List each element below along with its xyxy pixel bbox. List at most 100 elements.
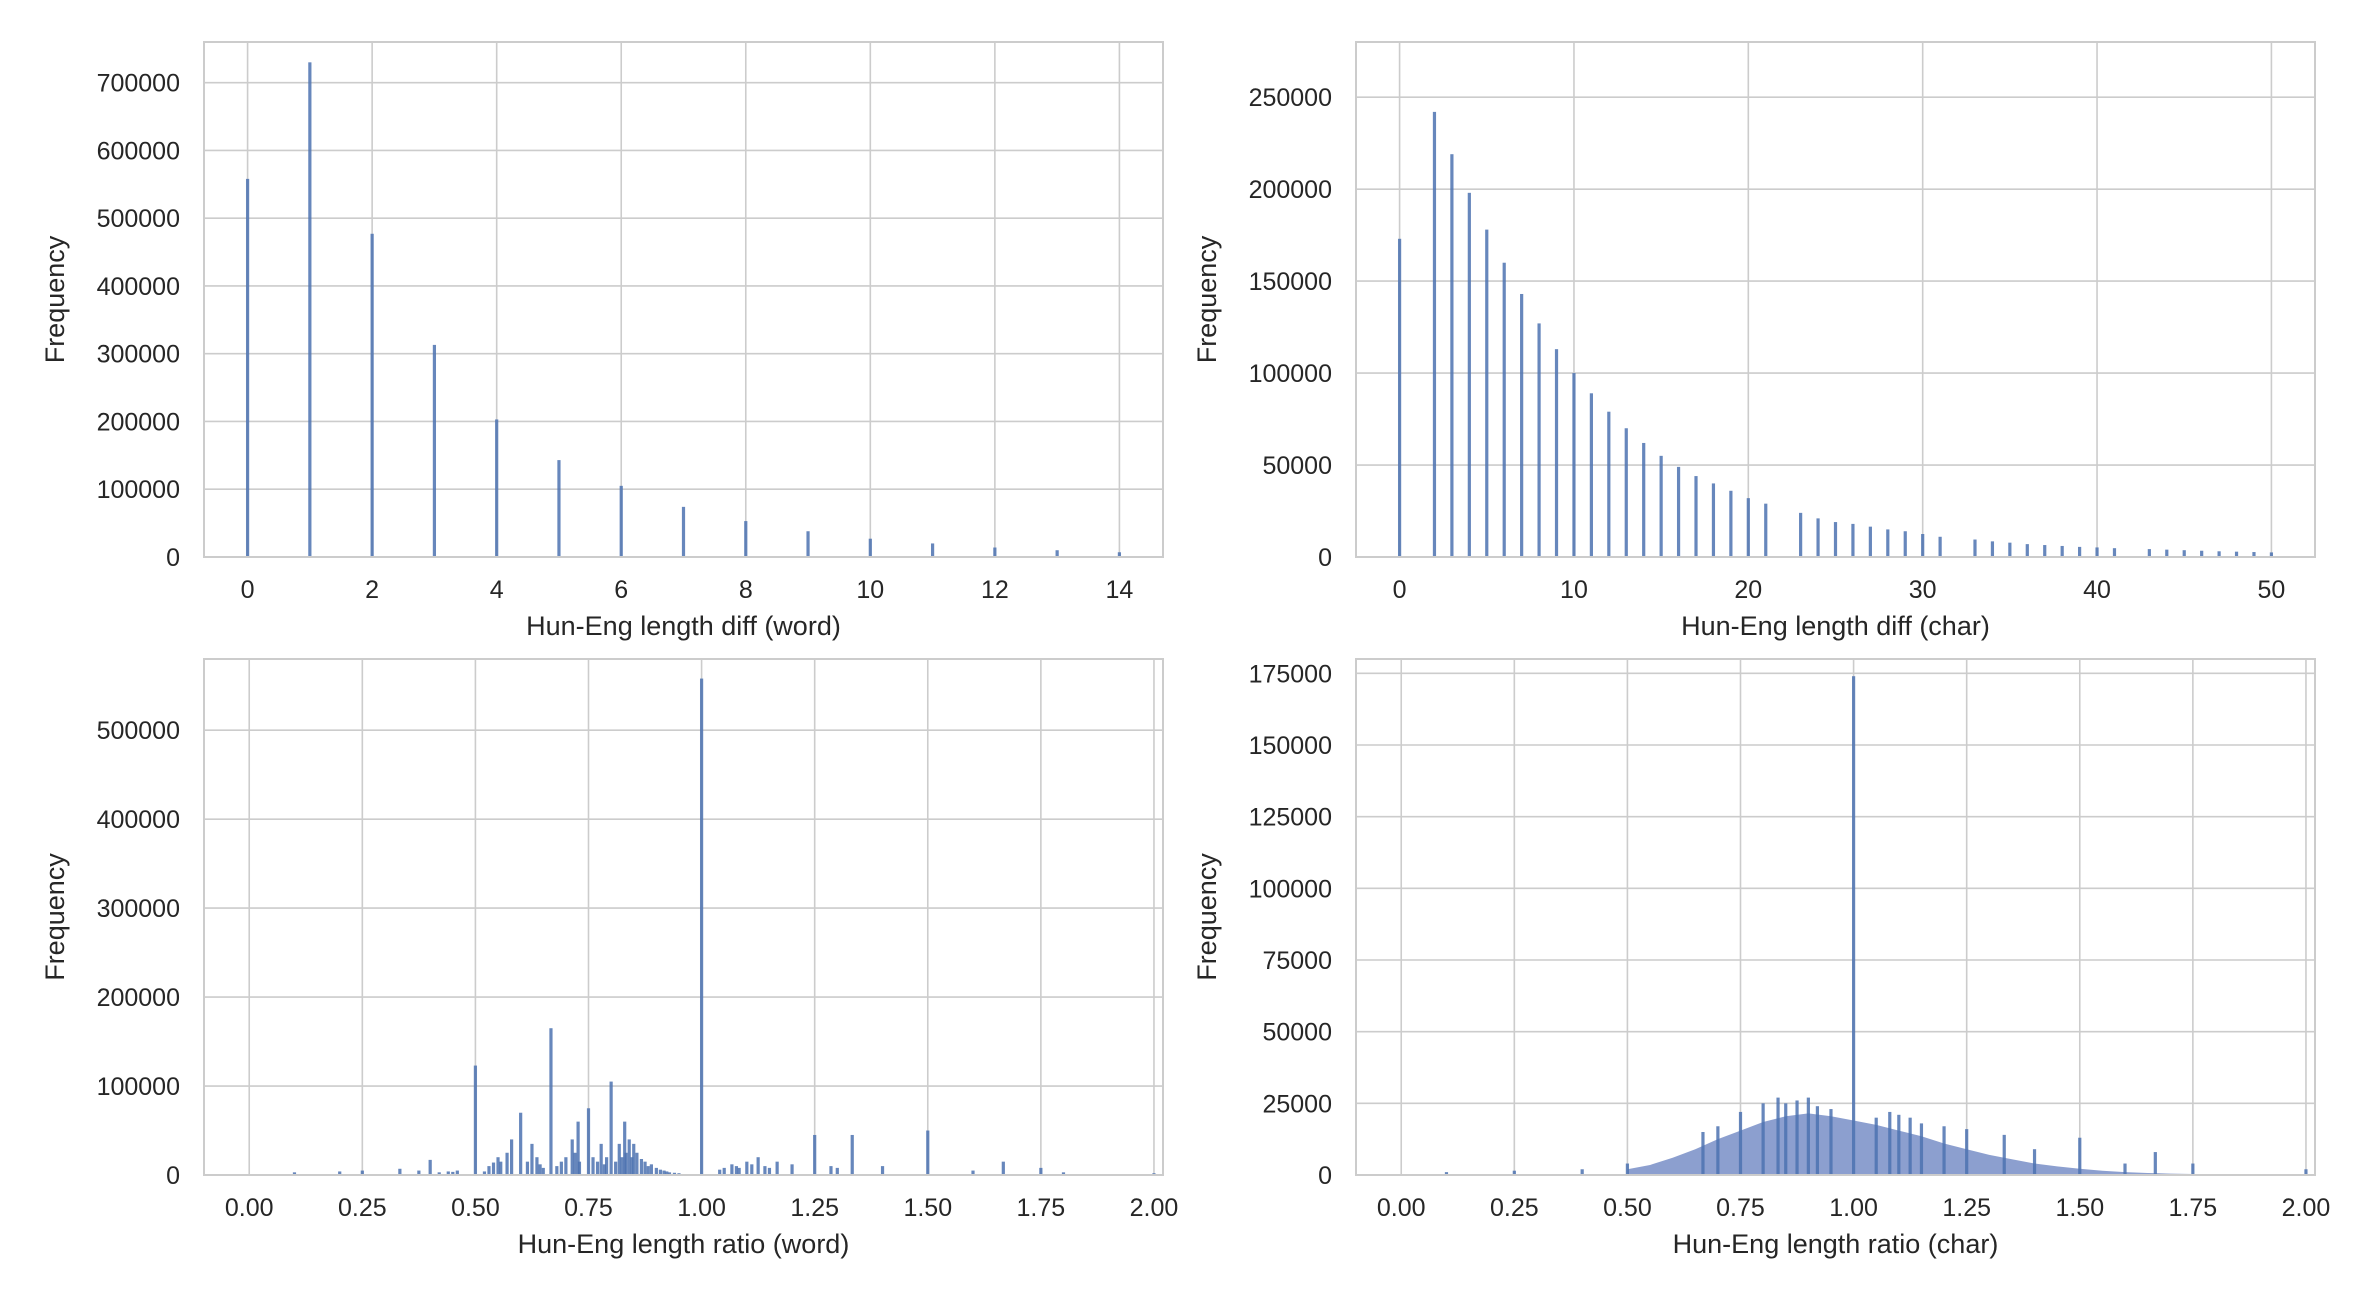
y-tick-label: 175000 (1249, 660, 1332, 688)
bar (2060, 545, 2064, 557)
bar (564, 1157, 568, 1175)
bar (649, 1164, 653, 1175)
bar (1716, 1126, 1720, 1175)
bar (595, 1161, 600, 1175)
x-tick-label: 0.50 (1603, 1194, 1652, 1222)
bar (2234, 551, 2239, 557)
x-tick-label: 1.25 (790, 1194, 839, 1222)
bar (635, 1152, 639, 1175)
bar (662, 1170, 666, 1175)
bar (2078, 546, 2082, 557)
x-tick-label: 0 (241, 576, 255, 604)
plot-frame (203, 41, 1164, 558)
bar (1607, 411, 1611, 557)
bar (722, 1167, 726, 1175)
y-axis-label: Frequency (1192, 235, 1222, 363)
y-tick-label: 200000 (97, 984, 180, 1012)
bar (1537, 323, 1541, 557)
bar (1625, 1163, 1630, 1175)
bar (623, 1121, 627, 1175)
x-tick-label: 1.25 (1942, 1194, 1991, 1222)
bar (525, 1161, 530, 1175)
y-axis-label: Frequency (40, 235, 70, 363)
bar (2153, 1152, 2157, 1175)
bar (1502, 262, 1506, 557)
bar (1908, 1117, 1912, 1175)
x-axis-label: Hun-Eng length ratio (char) (1673, 1229, 1999, 1259)
bar (428, 1159, 432, 1175)
bar (2165, 549, 2169, 557)
bar (2147, 549, 2151, 557)
bar (599, 1143, 603, 1175)
bar (510, 1139, 514, 1175)
y-tick-label: 200000 (97, 408, 180, 436)
y-tick-label: 100000 (1249, 875, 1332, 903)
x-tick-label: 10 (856, 576, 884, 604)
bar (667, 1172, 672, 1175)
bar (627, 1139, 631, 1175)
x-tick-label: 0.00 (225, 1194, 274, 1222)
bar (1711, 483, 1716, 557)
bar (557, 460, 561, 557)
bar (1990, 541, 1995, 557)
x-tick-label: 6 (614, 576, 628, 604)
bar (930, 543, 935, 557)
bar (2217, 551, 2221, 557)
y-axis-label: Frequency (1192, 853, 1222, 981)
bar (1397, 238, 1402, 557)
y-tick-label: 150000 (1249, 732, 1332, 760)
bar (1886, 529, 1890, 557)
x-axis-label: Hun-Eng length diff (word) (526, 611, 841, 641)
bar (609, 1081, 613, 1175)
bar (1485, 229, 1489, 557)
bar (1799, 512, 1803, 557)
bar (2200, 550, 2204, 557)
x-tick-label: 1.50 (2055, 1194, 2104, 1222)
bar (505, 1152, 509, 1175)
bar (926, 1130, 930, 1175)
y-tick-label: 150000 (1249, 268, 1332, 296)
bar (591, 1157, 595, 1175)
bar (398, 1168, 402, 1175)
bar (1965, 1129, 1969, 1175)
bar (630, 1157, 634, 1175)
bar (586, 1108, 591, 1175)
x-tick-label: 50 (2258, 576, 2286, 604)
bar (519, 1112, 523, 1175)
x-tick-label: 40 (2083, 576, 2111, 604)
bar (602, 1164, 606, 1175)
bar (446, 1171, 450, 1175)
x-axis-label: Hun-Eng length diff (char) (1681, 611, 1990, 641)
bar (2252, 552, 2256, 557)
bar (658, 1169, 663, 1175)
bar (681, 506, 686, 557)
bar (491, 1162, 496, 1175)
x-tick-label: 8 (739, 576, 753, 604)
bar (730, 1164, 734, 1175)
chart-panel-2: 0 10 20 30 40 50 0 50000 100000 150000 200000 25000… (1192, 41, 2316, 641)
x-tick-label: 4 (490, 576, 504, 604)
bar (538, 1164, 542, 1175)
bar (1444, 1172, 1449, 1175)
x-tick-label: 1.75 (2169, 1194, 2218, 1222)
bar (2191, 1163, 2195, 1175)
x-tick-label: 1.00 (1829, 1194, 1878, 1222)
bar (370, 233, 374, 558)
y-tick-label: 25000 (1262, 1090, 1332, 1118)
bar (1738, 1111, 1743, 1175)
y-tick-label: 700000 (97, 70, 180, 98)
plot-frame (1355, 658, 2316, 1176)
bar (1659, 455, 1663, 557)
bar (1467, 192, 1471, 558)
bar (1851, 523, 1855, 557)
bar (850, 1134, 854, 1175)
bar (643, 1161, 647, 1175)
y-tick-label: 0 (1318, 544, 1332, 572)
bar (535, 1157, 539, 1175)
bar (624, 1152, 628, 1175)
bar (530, 1143, 534, 1175)
bar (1764, 503, 1768, 557)
bar (604, 1157, 609, 1175)
y-tick-label: 75000 (1262, 947, 1332, 975)
bar (1701, 1132, 1705, 1175)
